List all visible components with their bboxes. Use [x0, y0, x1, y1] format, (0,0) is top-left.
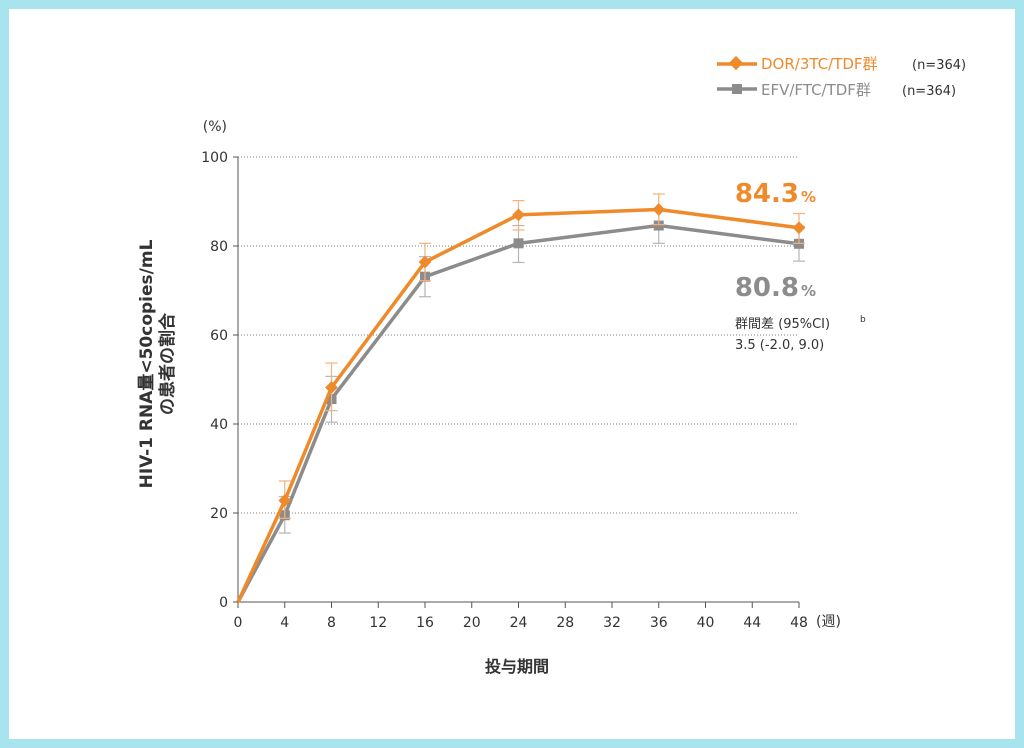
x-tick-label: 4: [280, 615, 289, 631]
y-unit-label: (%): [203, 119, 227, 135]
y-axis-title-line1: HIV-1 RNA量<50copies/mL: [136, 239, 157, 488]
series-group: [236, 193, 806, 603]
axes: [233, 156, 800, 608]
y-tick-label: 100: [201, 150, 228, 166]
data-point-efv: [653, 220, 664, 231]
x-tick-label: 12: [369, 615, 387, 631]
y-axis-title: HIV-1 RNA量<50copies/mL の患者の割合: [136, 239, 178, 488]
data-point-dor: [652, 203, 666, 216]
y-tick-label: 40: [210, 417, 228, 433]
legend-n-efv: (n=364): [902, 84, 956, 99]
diff-superscript: b: [860, 315, 866, 325]
x-tick-label: 32: [603, 615, 621, 631]
y-tick-label: 60: [210, 328, 228, 344]
x-tick-label: 24: [510, 615, 528, 631]
data-point-dor: [418, 255, 432, 269]
data-point-dor: [278, 494, 292, 507]
y-tick-label: 20: [210, 506, 228, 522]
final-value-annotations: 84.3 % 80.8 % 群間差 (95%CI) b 3.5 (-2.0, 9…: [735, 179, 866, 353]
y-tick-labels: 0 20 40 60 80 100: [201, 150, 228, 611]
series-dor: [236, 193, 806, 603]
y-tick-label: 80: [210, 239, 228, 255]
y-tick-label: 0: [219, 595, 228, 611]
x-axis-title: 投与期間: [485, 657, 549, 676]
x-tick-label: 40: [697, 615, 715, 631]
series-line-dor: [236, 207, 800, 603]
legend-marker-dor: [728, 55, 744, 71]
efv-final-unit: %: [801, 282, 816, 300]
x-tick-label: 36: [650, 615, 668, 631]
legend-label-efv: EFV/FTC/TDF群: [761, 81, 871, 99]
x-tick-label: 48: [790, 615, 808, 631]
x-tick-labels: 0 4 8 12 16 20 24 28 32 36 40 44 48: [234, 615, 808, 631]
diff-value: 3.5 (-2.0, 9.0): [735, 338, 824, 353]
efv-final-value: 80.8: [735, 273, 799, 303]
dor-final-unit: %: [801, 188, 816, 206]
x-tick-label: 28: [556, 615, 574, 631]
x-tick-label: 20: [463, 615, 481, 631]
legend-n-dor: (n=364): [912, 58, 966, 73]
grid-lines: [238, 156, 799, 514]
data-point-efv: [513, 238, 524, 249]
x-tick-label: 0: [234, 615, 243, 631]
legend-item-dor: DOR/3TC/TDF群 (n=364): [717, 55, 966, 73]
x-tick-label: 44: [743, 615, 761, 631]
dor-final-value: 84.3: [735, 179, 799, 209]
legend: DOR/3TC/TDF群 (n=364) EFV/FTC/TDF群 (n=364…: [717, 55, 966, 99]
y-axis-title-line2: の患者の割合: [157, 312, 178, 415]
legend-label-dor: DOR/3TC/TDF群: [761, 55, 878, 73]
data-point-dor: [512, 208, 525, 222]
data-point-dor: [325, 381, 338, 394]
legend-item-efv: EFV/FTC/TDF群 (n=364): [717, 81, 956, 99]
x-unit-label: (週): [816, 614, 841, 630]
x-tick-label: 16: [416, 615, 434, 631]
data-point-dor: [792, 221, 806, 235]
diff-label: 群間差 (95%CI): [735, 317, 830, 332]
legend-marker-efv: [732, 84, 742, 94]
x-tick-label: 8: [327, 615, 336, 631]
